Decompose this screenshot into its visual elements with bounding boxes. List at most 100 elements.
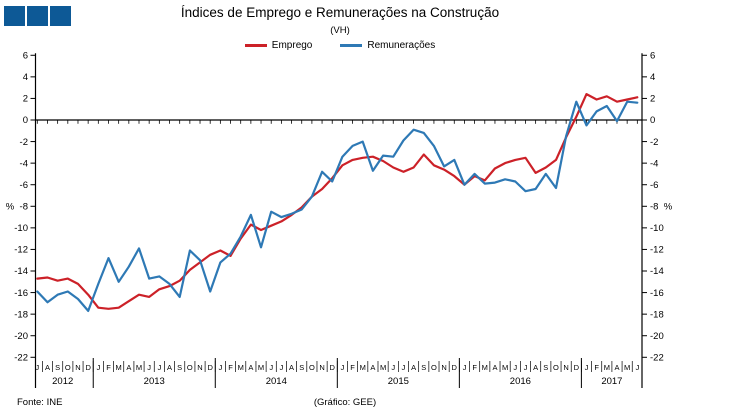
month-label: F: [106, 363, 111, 372]
chart-subtitle: (VH): [330, 25, 350, 36]
month-label: J: [269, 363, 273, 372]
month-label: J: [402, 363, 406, 372]
brand-square: [27, 6, 48, 26]
y-tick-label-right: 6: [650, 50, 655, 61]
month-label: A: [492, 363, 497, 372]
month-label: A: [533, 363, 538, 372]
y-tick-label-left: -10: [14, 223, 28, 234]
month-label: F: [594, 363, 599, 372]
source-note: Fonte: INE: [17, 397, 63, 408]
month-label: S: [177, 363, 182, 372]
y-tick-label-left: 4: [23, 72, 28, 83]
y-tick-label-right: 4: [650, 72, 655, 83]
month-label: J: [218, 363, 222, 372]
y-tick-label-left: -6: [20, 180, 28, 191]
percent-label-right: %: [664, 201, 673, 212]
month-label: D: [452, 363, 458, 372]
month-label: M: [258, 363, 264, 372]
month-label: S: [55, 363, 60, 372]
month-label: N: [75, 363, 80, 372]
y-tick-label-left: 2: [23, 94, 28, 105]
legend-label-remuneracoes: Remunerações: [367, 40, 436, 51]
y-tick-label-left: -22: [14, 352, 28, 363]
month-label: J: [635, 363, 639, 372]
month-label: M: [604, 363, 610, 372]
y-tick-label-left: -8: [20, 201, 28, 212]
month-label: S: [299, 363, 304, 372]
month-label: N: [319, 363, 324, 372]
brand-square: [4, 6, 25, 26]
y-tick-label-left: 6: [23, 50, 28, 61]
month-label: O: [187, 363, 193, 372]
month-label: J: [280, 363, 284, 372]
y-tick-label-left: -4: [20, 158, 28, 169]
month-label: S: [543, 363, 548, 372]
percent-label-left: %: [6, 201, 15, 212]
month-label: M: [380, 363, 386, 372]
month-label: A: [370, 363, 375, 372]
y-tick-label-right: -6: [650, 180, 658, 191]
month-label: D: [574, 363, 580, 372]
month-label: J: [35, 363, 39, 372]
y-tick-label-left: -18: [14, 309, 28, 320]
credit-note: (Gráfico: GEE): [313, 397, 377, 408]
month-label: M: [624, 363, 630, 372]
month-label: M: [502, 363, 508, 372]
y-tick-label-right: -22: [650, 352, 664, 363]
y-tick-label-left: -20: [14, 331, 28, 342]
month-label: O: [65, 363, 71, 372]
y-tick-label-left: -16: [14, 288, 28, 299]
month-label: M: [116, 363, 122, 372]
y-tick-label-right: -4: [650, 158, 658, 169]
y-tick-label-right: -20: [650, 331, 664, 342]
chart-title: Índices de Emprego e Remunerações na Con…: [180, 5, 500, 20]
brand-square: [50, 6, 71, 26]
remuneracoes-line-swatch: [340, 44, 363, 47]
month-label: O: [309, 363, 315, 372]
y-tick-label-left: -14: [14, 266, 28, 277]
month-label: M: [482, 363, 488, 372]
y-tick-label-right: -8: [650, 201, 658, 212]
month-label: D: [207, 363, 213, 372]
month-label: D: [85, 363, 91, 372]
month-label: A: [248, 363, 253, 372]
y-tick-label-left: -12: [14, 245, 28, 256]
series-line-emprego: [36, 92, 639, 310]
y-tick-label-right: 2: [650, 94, 655, 105]
year-label: 2013: [144, 376, 165, 387]
month-label: N: [441, 363, 446, 372]
month-label: J: [391, 363, 395, 372]
month-label: A: [411, 363, 416, 372]
month-label: M: [136, 363, 142, 372]
y-tick-label-left: -2: [20, 137, 28, 148]
month-label: J: [585, 363, 589, 372]
y-tick-label-right: -12: [650, 245, 664, 256]
y-tick-label-right: -2: [650, 137, 658, 148]
month-label: F: [228, 363, 233, 372]
y-tick-label-right: -14: [650, 266, 664, 277]
month-label: N: [197, 363, 202, 372]
month-label: D: [330, 363, 336, 372]
month-label: J: [157, 363, 161, 372]
legend-label-emprego: Emprego: [271, 40, 313, 51]
year-label: 2012: [52, 376, 73, 387]
month-label: A: [289, 363, 294, 372]
month-label: J: [513, 363, 517, 372]
year-label: 2017: [601, 376, 622, 387]
year-label: 2014: [266, 376, 287, 387]
month-label: O: [553, 363, 559, 372]
legend-item-emprego: Emprego: [244, 40, 313, 51]
month-label: M: [360, 363, 366, 372]
month-label: A: [614, 363, 619, 372]
month-label: A: [167, 363, 172, 372]
y-tick-label-right: -10: [650, 223, 664, 234]
brand-logo-squares: [4, 6, 71, 26]
month-label: J: [341, 363, 345, 372]
series-line-remuneracoes: [36, 100, 639, 312]
year-label: 2016: [510, 376, 531, 387]
y-tick-label-right: -18: [650, 309, 664, 320]
month-label: J: [96, 363, 100, 372]
chart-legend: Emprego Remunerações: [0, 40, 680, 51]
